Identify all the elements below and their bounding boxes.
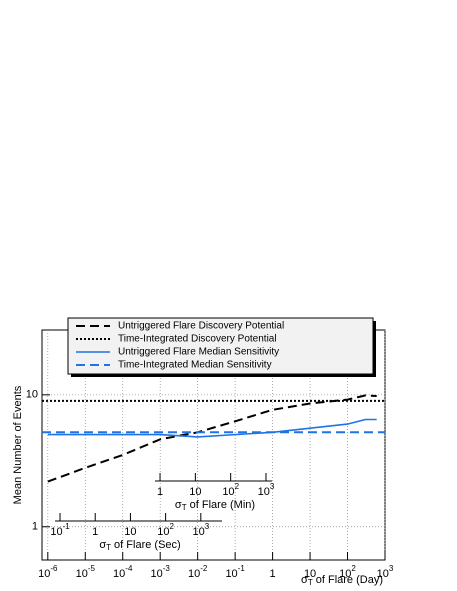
y-axis-label: Mean Number of Events xyxy=(12,385,24,504)
label-text: of Flare (Day) xyxy=(313,574,383,586)
tick-exponent: -1 xyxy=(238,564,246,573)
tick-label: 10-5 xyxy=(76,564,96,580)
symbol: σ xyxy=(175,499,182,511)
legend-label: Time-Integrated Discovery Potential xyxy=(118,334,277,345)
tick-exponent: -4 xyxy=(125,564,133,573)
tick-exponent: -3 xyxy=(163,564,171,573)
tick-label: 103 xyxy=(192,522,209,538)
tick-label: 10-2 xyxy=(188,564,208,580)
tick-label: 10-1 xyxy=(225,564,245,580)
tick-exponent: -5 xyxy=(88,564,96,573)
tick-exponent: -1 xyxy=(63,522,71,531)
tick-label: 10 xyxy=(189,486,201,498)
tick-label: 10 xyxy=(304,568,316,580)
subscript: T xyxy=(106,543,111,552)
tick-label: 10-3 xyxy=(151,564,171,580)
tick-exponent: 3 xyxy=(205,522,210,531)
label-text: of Flare (Sec) xyxy=(111,539,181,551)
legend-label: Untriggered Flare Median Sensitivity xyxy=(118,347,279,358)
tick-label: 102 xyxy=(157,522,174,538)
tick-label: 10-4 xyxy=(113,564,133,580)
tick-exponent: 2 xyxy=(170,522,175,531)
tick-label: 10-6 xyxy=(38,564,58,580)
legend-box xyxy=(67,317,374,375)
tick-exponent: 2 xyxy=(235,482,240,491)
subscript: T xyxy=(308,578,313,587)
tick-label: 1 xyxy=(270,568,276,580)
axis-label: σT of Flare (Sec) xyxy=(99,539,180,552)
tick-label: 102 xyxy=(222,482,239,498)
axis-label: σT of Flare (Day) xyxy=(301,574,383,587)
tick-exponent: 3 xyxy=(270,482,275,491)
tick-label: 1 xyxy=(157,486,163,498)
tick-exponent: 3 xyxy=(389,564,394,573)
tick-label: 10 xyxy=(124,526,136,538)
axis-label: σT of Flare (Min) xyxy=(175,499,255,512)
symbol: σ xyxy=(301,574,308,586)
symbol: σ xyxy=(99,539,106,551)
legend-label: Time-Integrated Median Sensitivity xyxy=(118,360,272,371)
tick-label: 1 xyxy=(92,526,98,538)
tick-label: 10 xyxy=(26,389,38,401)
tick-exponent: 2 xyxy=(351,564,356,573)
tick-label: 1 xyxy=(32,521,38,533)
subscript: T xyxy=(182,503,187,512)
series-line xyxy=(47,394,377,483)
label-text: of Flare (Min) xyxy=(187,499,255,511)
tick-exponent: -2 xyxy=(200,564,208,573)
tick-label: 10-1 xyxy=(50,522,70,538)
tick-exponent: -6 xyxy=(50,564,58,573)
legend-label: Untriggered Flare Discovery Potential xyxy=(118,321,284,332)
